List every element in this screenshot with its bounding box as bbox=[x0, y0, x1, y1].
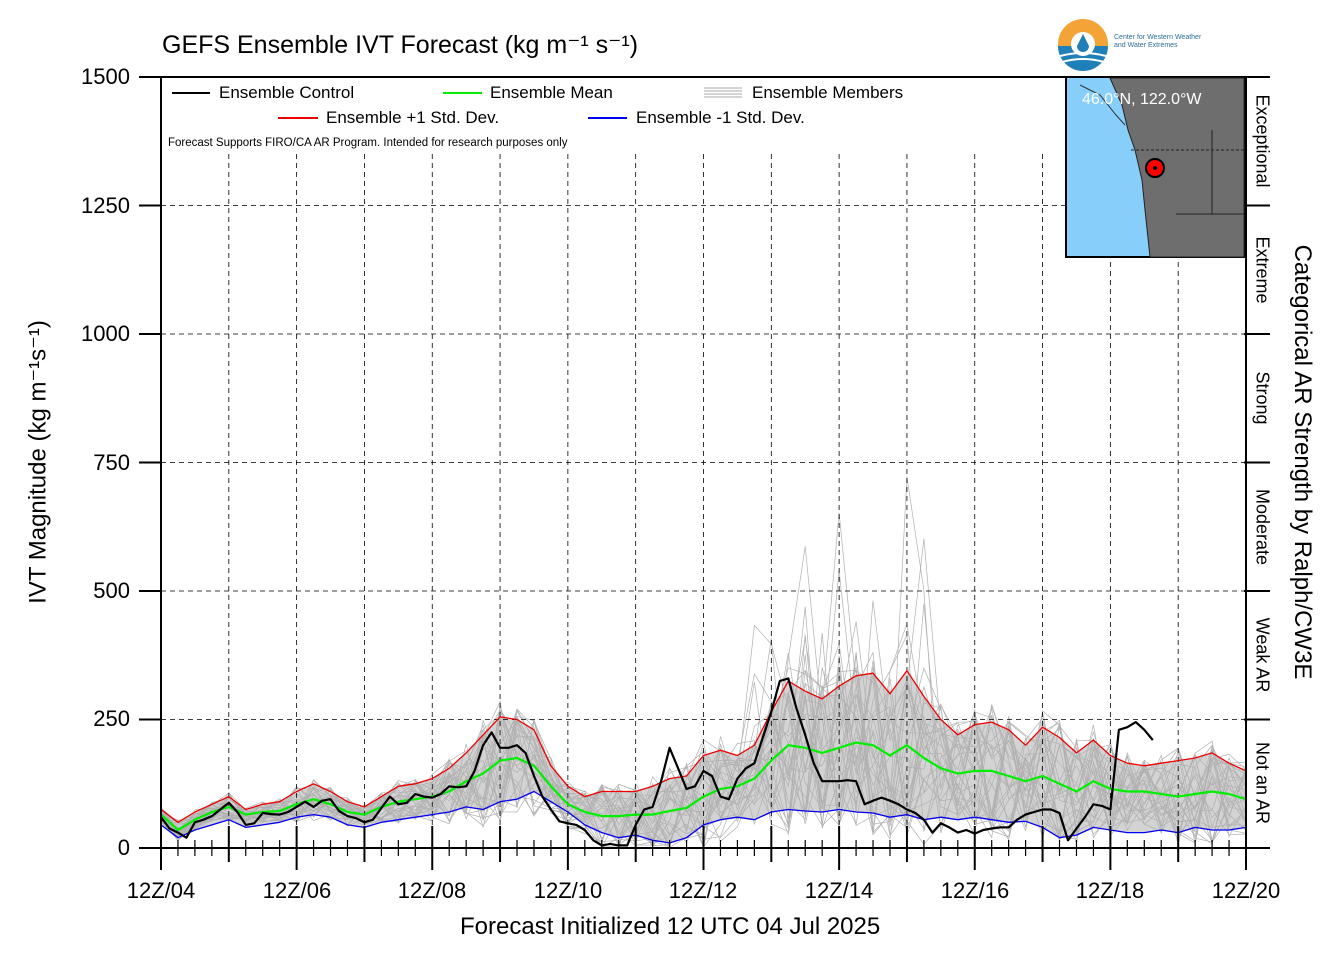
x-tick-label: 12Z/18 bbox=[1075, 878, 1145, 903]
series-layer bbox=[160, 670, 1247, 847]
x-tick-label: 12Z/08 bbox=[397, 878, 467, 903]
y-tick-label: 1000 bbox=[81, 321, 130, 346]
y-tick-label: 250 bbox=[93, 706, 130, 731]
logo-text: Center for Western Weather and Water Extr… bbox=[1114, 34, 1202, 49]
x-tick-label: 12Z/20 bbox=[1211, 878, 1281, 903]
legend-label-minus-std: Ensemble -1 Std. Dev. bbox=[636, 108, 805, 127]
x-tick-label: 12Z/14 bbox=[804, 878, 874, 903]
ar-category-label: Weak AR bbox=[1252, 617, 1273, 693]
x-tick-label: 12Z/04 bbox=[126, 878, 196, 903]
series-line-ensemble-control bbox=[160, 677, 1154, 847]
legend-label-plus-std: Ensemble +1 Std. Dev. bbox=[326, 108, 500, 127]
y-axis-label: IVT Magnitude (kg m⁻¹s⁻¹) bbox=[24, 320, 52, 604]
y-tick-label: 1250 bbox=[81, 193, 130, 218]
grid-layer bbox=[161, 154, 1246, 848]
ar-category-label: Exceptional bbox=[1252, 94, 1273, 188]
ar-category-label: Not an AR bbox=[1252, 741, 1273, 825]
ar-category-label: Strong bbox=[1252, 371, 1273, 425]
y-tick-label: 500 bbox=[93, 578, 130, 603]
ensemble-member-line bbox=[160, 643, 1247, 848]
legend-label-members: Ensemble Members bbox=[752, 83, 904, 102]
legend-layer bbox=[172, 87, 742, 119]
x-axis-label: Forecast Initialized 12 UTC 04 Jul 2025 bbox=[460, 913, 881, 940]
legend-label-mean: Ensemble Mean bbox=[490, 83, 613, 102]
series-line-ensemble-1-std-dev bbox=[160, 670, 1247, 823]
x-tick-label: 12Z/12 bbox=[668, 878, 738, 903]
series-line-ensemble-mean bbox=[160, 741, 1247, 832]
ar-category-label: Extreme bbox=[1252, 236, 1273, 304]
x-tick-label: 12Z/06 bbox=[262, 878, 332, 903]
right-axis-label: Categorical AR Strength by Ralph/CW3E bbox=[1289, 244, 1316, 680]
cw3e-logo bbox=[1058, 19, 1108, 71]
chart-title: GEFS Ensemble IVT Forecast (kg m⁻¹ s⁻¹) bbox=[162, 31, 639, 59]
x-tick-label: 12Z/16 bbox=[940, 878, 1010, 903]
series-line-ensemble-1-std-dev bbox=[160, 790, 1247, 844]
legend-label-control: Ensemble Control bbox=[219, 83, 355, 102]
location-map-inset bbox=[1065, 76, 1246, 258]
ar-category-label: Moderate bbox=[1252, 488, 1273, 566]
y-tick-label: 1500 bbox=[81, 64, 130, 89]
y-tick-label: 0 bbox=[117, 835, 130, 860]
y-tick-label: 750 bbox=[93, 450, 130, 475]
disclaimer-note: Forecast Supports FIRO/CA AR Program. In… bbox=[168, 137, 568, 149]
location-label: 46.0°N, 122.0°W bbox=[1082, 91, 1202, 108]
x-tick-label: 12Z/10 bbox=[533, 878, 603, 903]
